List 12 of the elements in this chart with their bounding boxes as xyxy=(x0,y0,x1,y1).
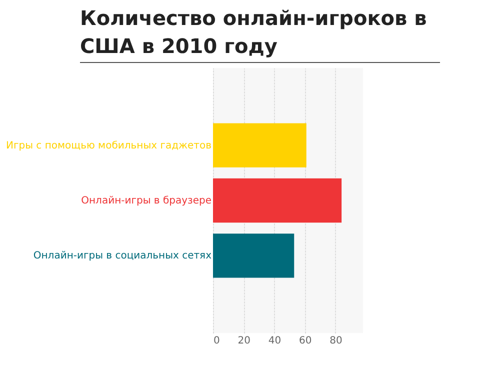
x-tick-label: 20 xyxy=(238,336,250,346)
chart-title: Количество онлайн-игроков в США в 2010 году xyxy=(80,4,440,63)
bar xyxy=(213,234,294,278)
x-tick-label: 40 xyxy=(268,336,282,346)
x-tick-label: 60 xyxy=(298,336,312,346)
y-tick-label: Игры с помощью мобильных гаджетов xyxy=(6,140,212,152)
bar xyxy=(213,123,306,168)
y-tick-label: Онлайн-игры в браузере xyxy=(81,196,212,206)
bar xyxy=(213,178,342,223)
x-tick-label: 0 xyxy=(214,336,220,346)
y-tick-label: Онлайн-игры в социальных сетях xyxy=(33,250,212,262)
x-tick-label: 80 xyxy=(330,336,342,346)
